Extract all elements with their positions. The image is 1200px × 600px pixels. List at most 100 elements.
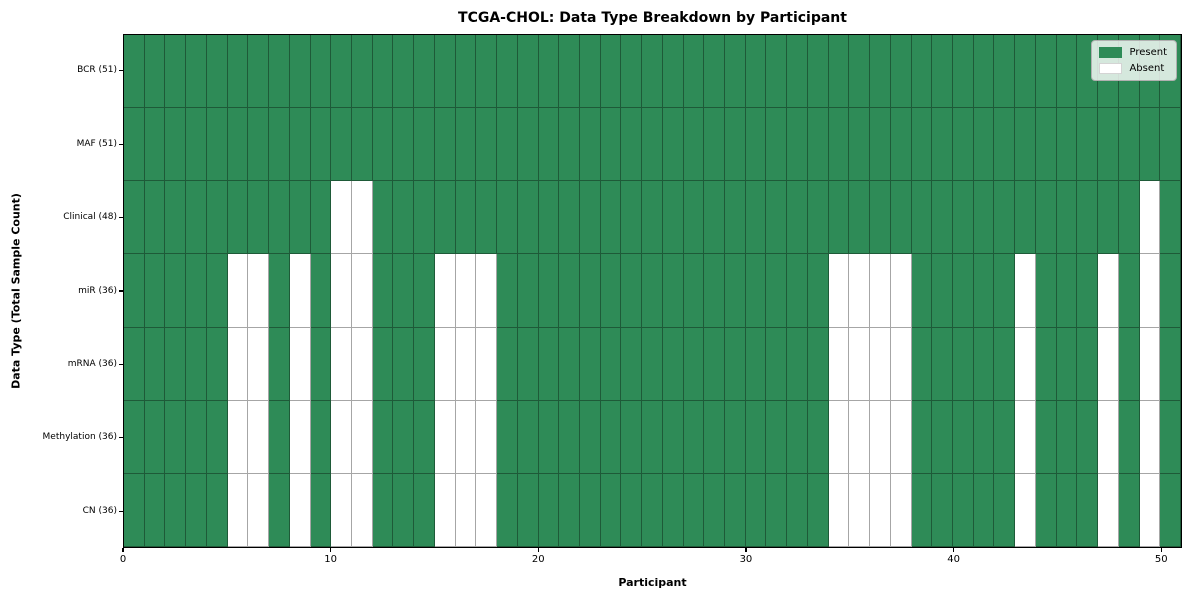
heatmap-cell-CN-37 (890, 473, 912, 547)
heatmap-cell-CN-4 (206, 473, 228, 547)
heatmap-cell-CN-1 (144, 473, 166, 547)
heatmap-cell-MAF-21 (559, 108, 580, 182)
heatmap-cell-Clinical-15 (434, 181, 456, 255)
heatmap-cell-Clinical-25 (642, 181, 663, 255)
heatmap-cell-Clinical-2 (165, 181, 187, 255)
legend-item-present: Present (1099, 47, 1167, 58)
heatmap-cell-miR-24 (621, 254, 643, 328)
heatmap-cell-Clinical-6 (248, 181, 270, 255)
heatmap-cell-miR-12 (372, 254, 394, 328)
heatmap-cell-Methylation-27 (683, 400, 705, 474)
absent-swatch-icon (1099, 63, 1123, 74)
legend-label-present: Present (1129, 47, 1167, 58)
heatmap-cell-mRNA-10 (331, 327, 352, 401)
x-tick-label-10: 10 (324, 554, 338, 565)
heatmap-cell-Methylation-35 (849, 400, 871, 474)
heatmap-cell-mRNA-40 (953, 327, 974, 401)
legend-item-absent: Absent (1099, 63, 1167, 74)
heatmap-cell-CN-11 (351, 473, 373, 547)
heatmap-cell-Methylation-18 (497, 400, 518, 474)
heatmap-cell-MAF-19 (517, 108, 539, 182)
heatmap-cell-CN-49 (1139, 473, 1161, 547)
heatmap-cell-Methylation-2 (165, 400, 187, 474)
y-tick-mark (119, 363, 123, 366)
heatmap-cell-mRNA-9 (310, 327, 332, 401)
heatmap-cell-mRNA-20 (538, 327, 560, 401)
heatmap-cell-BCR-30 (745, 35, 767, 109)
heatmap-cell-miR-37 (890, 254, 912, 328)
heatmap-cell-CN-34 (828, 473, 850, 547)
heatmap-cell-MAF-27 (683, 108, 705, 182)
heatmap-cell-MAF-12 (372, 108, 394, 182)
heatmap-cell-MAF-32 (787, 108, 808, 182)
heatmap-cell-CN-6 (248, 473, 270, 547)
heatmap-cell-mRNA-24 (621, 327, 643, 401)
heatmap-cell-mRNA-11 (351, 327, 373, 401)
heatmap-cell-CN-27 (683, 473, 705, 547)
heatmap-cell-Clinical-26 (662, 181, 684, 255)
heatmap-cell-Clinical-44 (1035, 181, 1057, 255)
heatmap-cell-miR-8 (289, 254, 311, 328)
heatmap-cell-miR-21 (559, 254, 580, 328)
heatmap-cell-BCR-31 (766, 35, 788, 109)
heatmap-cell-Methylation-25 (642, 400, 663, 474)
heatmap-cell-CN-15 (434, 473, 456, 547)
heatmap-cell-miR-5 (227, 254, 249, 328)
heatmap-cell-miR-39 (932, 254, 954, 328)
heatmap-cell-miR-50 (1160, 254, 1181, 328)
heatmap-cell-BCR-44 (1035, 35, 1057, 109)
heatmap-cell-CN-7 (269, 473, 290, 547)
heatmap-cell-mRNA-18 (497, 327, 518, 401)
heatmap-cell-Methylation-22 (579, 400, 601, 474)
heatmap-cell-MAF-44 (1035, 108, 1057, 182)
heatmap-cell-mRNA-32 (787, 327, 808, 401)
heatmap-cell-MAF-47 (1098, 108, 1119, 182)
heatmap-cell-Methylation-13 (393, 400, 415, 474)
heatmap-cell-BCR-13 (393, 35, 415, 109)
heatmap-cell-BCR-1 (144, 35, 166, 109)
heatmap-cell-MAF-39 (932, 108, 954, 182)
heatmap-cell-CN-28 (704, 473, 726, 547)
y-tick-label-miR: miR (36) (78, 285, 117, 296)
heatmap-cell-BCR-45 (1056, 35, 1078, 109)
heatmap-cell-BCR-29 (725, 35, 746, 109)
heatmap-cell-mRNA-43 (1015, 327, 1036, 401)
heatmap-cell-MAF-22 (579, 108, 601, 182)
heatmap-cell-mRNA-38 (911, 327, 933, 401)
heatmap-cell-Clinical-40 (953, 181, 974, 255)
heatmap-cell-BCR-22 (579, 35, 601, 109)
x-axis-label: Participant (618, 576, 687, 589)
heatmap-cell-BCR-40 (953, 35, 974, 109)
y-tick-label-mRNA: mRNA (36) (67, 358, 117, 369)
heatmap-cell-BCR-2 (165, 35, 187, 109)
heatmap-cell-CN-29 (725, 473, 746, 547)
heatmap-cell-CN-23 (600, 473, 622, 547)
heatmap-cell-Methylation-26 (662, 400, 684, 474)
heatmap-cell-BCR-33 (807, 35, 829, 109)
heatmap-cell-miR-26 (662, 254, 684, 328)
heatmap-cell-Methylation-1 (144, 400, 166, 474)
heatmap-cell-CN-21 (559, 473, 580, 547)
heatmap-cell-mRNA-27 (683, 327, 705, 401)
heatmap-cell-mRNA-33 (807, 327, 829, 401)
heatmap-cell-miR-36 (870, 254, 891, 328)
heatmap-cell-miR-44 (1035, 254, 1057, 328)
heatmap-cell-Methylation-3 (186, 400, 207, 474)
x-tick-label-30: 30 (739, 554, 753, 565)
heatmap-cell-miR-43 (1015, 254, 1036, 328)
heatmap-cell-miR-28 (704, 254, 726, 328)
heatmap-cell-BCR-25 (642, 35, 663, 109)
y-tick-label-Clinical: Clinical (48) (63, 212, 117, 223)
heatmap-cell-CN-48 (1118, 473, 1140, 547)
heatmap-cell-miR-27 (683, 254, 705, 328)
heatmap-cell-Methylation-34 (828, 400, 850, 474)
heatmap-cell-Methylation-33 (807, 400, 829, 474)
heatmap-cell-mRNA-49 (1139, 327, 1161, 401)
heatmap-cell-mRNA-45 (1056, 327, 1078, 401)
heatmap-cell-mRNA-2 (165, 327, 187, 401)
heatmap-cell-MAF-36 (870, 108, 891, 182)
heatmap-cell-miR-6 (248, 254, 270, 328)
heatmap-cell-miR-48 (1118, 254, 1140, 328)
heatmap-cell-MAF-9 (310, 108, 332, 182)
heatmap-cell-CN-46 (1077, 473, 1099, 547)
